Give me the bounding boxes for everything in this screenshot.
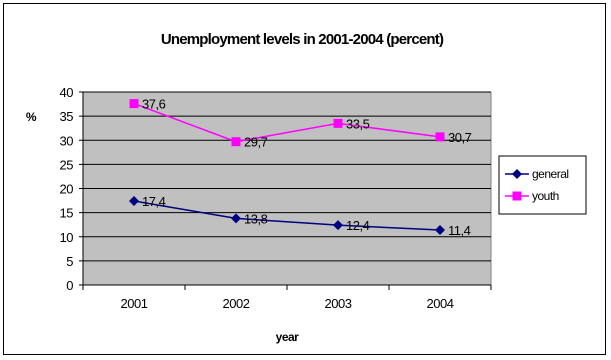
data-point-general bbox=[129, 196, 139, 207]
legend-label-general: general bbox=[532, 167, 569, 181]
data-label-general: 11,4 bbox=[448, 223, 471, 238]
data-label-general: 12,4 bbox=[346, 218, 370, 233]
data-point-youth bbox=[435, 132, 445, 142]
legend-item-youth: youth bbox=[505, 189, 559, 203]
data-point-youth bbox=[129, 99, 139, 109]
y-axis-ticks: 0 5 10 15 20 25 30 35 40 bbox=[60, 85, 83, 293]
gridlines bbox=[83, 91, 491, 262]
series-youth: 37,6 29,7 33,5 30,7 bbox=[129, 97, 472, 150]
legend-item-general: general bbox=[505, 167, 569, 181]
y-tick-label: 30 bbox=[60, 133, 74, 148]
y-tick-label: 10 bbox=[60, 230, 74, 245]
legend-marker-general bbox=[512, 169, 522, 179]
data-label-youth: 33,5 bbox=[346, 116, 370, 131]
legend-label-youth: youth bbox=[532, 189, 559, 203]
legend-box bbox=[498, 155, 587, 215]
y-tick-label: 25 bbox=[60, 157, 74, 172]
y-tick-label: 40 bbox=[60, 85, 74, 100]
series-layer: 17,4 13,8 12,4 11,4 37,6 29,7 33,5 30,7 bbox=[129, 97, 472, 238]
y-tick-label: 15 bbox=[60, 206, 74, 221]
data-label-youth: 30,7 bbox=[448, 130, 472, 145]
data-point-general bbox=[435, 224, 445, 235]
data-label-youth: 29,7 bbox=[244, 135, 268, 150]
x-tick-label: 2001 bbox=[121, 296, 148, 311]
x-axis-label: year bbox=[276, 330, 300, 344]
series-line-youth bbox=[133, 102, 441, 143]
y-tick-label: 35 bbox=[60, 109, 74, 124]
series-general: 17,4 13,8 12,4 11,4 bbox=[129, 194, 471, 238]
y-axis-label: % bbox=[26, 110, 37, 124]
y-tick-label: 20 bbox=[60, 182, 74, 197]
legend: general youth bbox=[498, 155, 587, 215]
x-tick-label: 2002 bbox=[223, 296, 250, 311]
x-tick-label: 2003 bbox=[325, 296, 352, 311]
data-label-general: 17,4 bbox=[142, 194, 166, 209]
y-tick-label: 0 bbox=[66, 278, 73, 293]
data-point-youth bbox=[231, 137, 241, 147]
data-label-youth: 37,6 bbox=[142, 97, 166, 112]
data-point-general bbox=[231, 213, 241, 224]
data-label-general: 13,8 bbox=[244, 211, 268, 226]
legend-marker-youth bbox=[512, 191, 522, 201]
x-axis-ticks: 2001 2002 2003 2004 bbox=[82, 285, 492, 311]
series-line-general bbox=[133, 200, 441, 231]
chart-title: Unemployment levels in 2001-2004 (percen… bbox=[161, 31, 444, 48]
y-tick-label: 5 bbox=[66, 254, 73, 269]
data-point-youth bbox=[333, 118, 343, 128]
data-point-general bbox=[333, 220, 343, 231]
x-tick-label: 2004 bbox=[427, 296, 454, 311]
